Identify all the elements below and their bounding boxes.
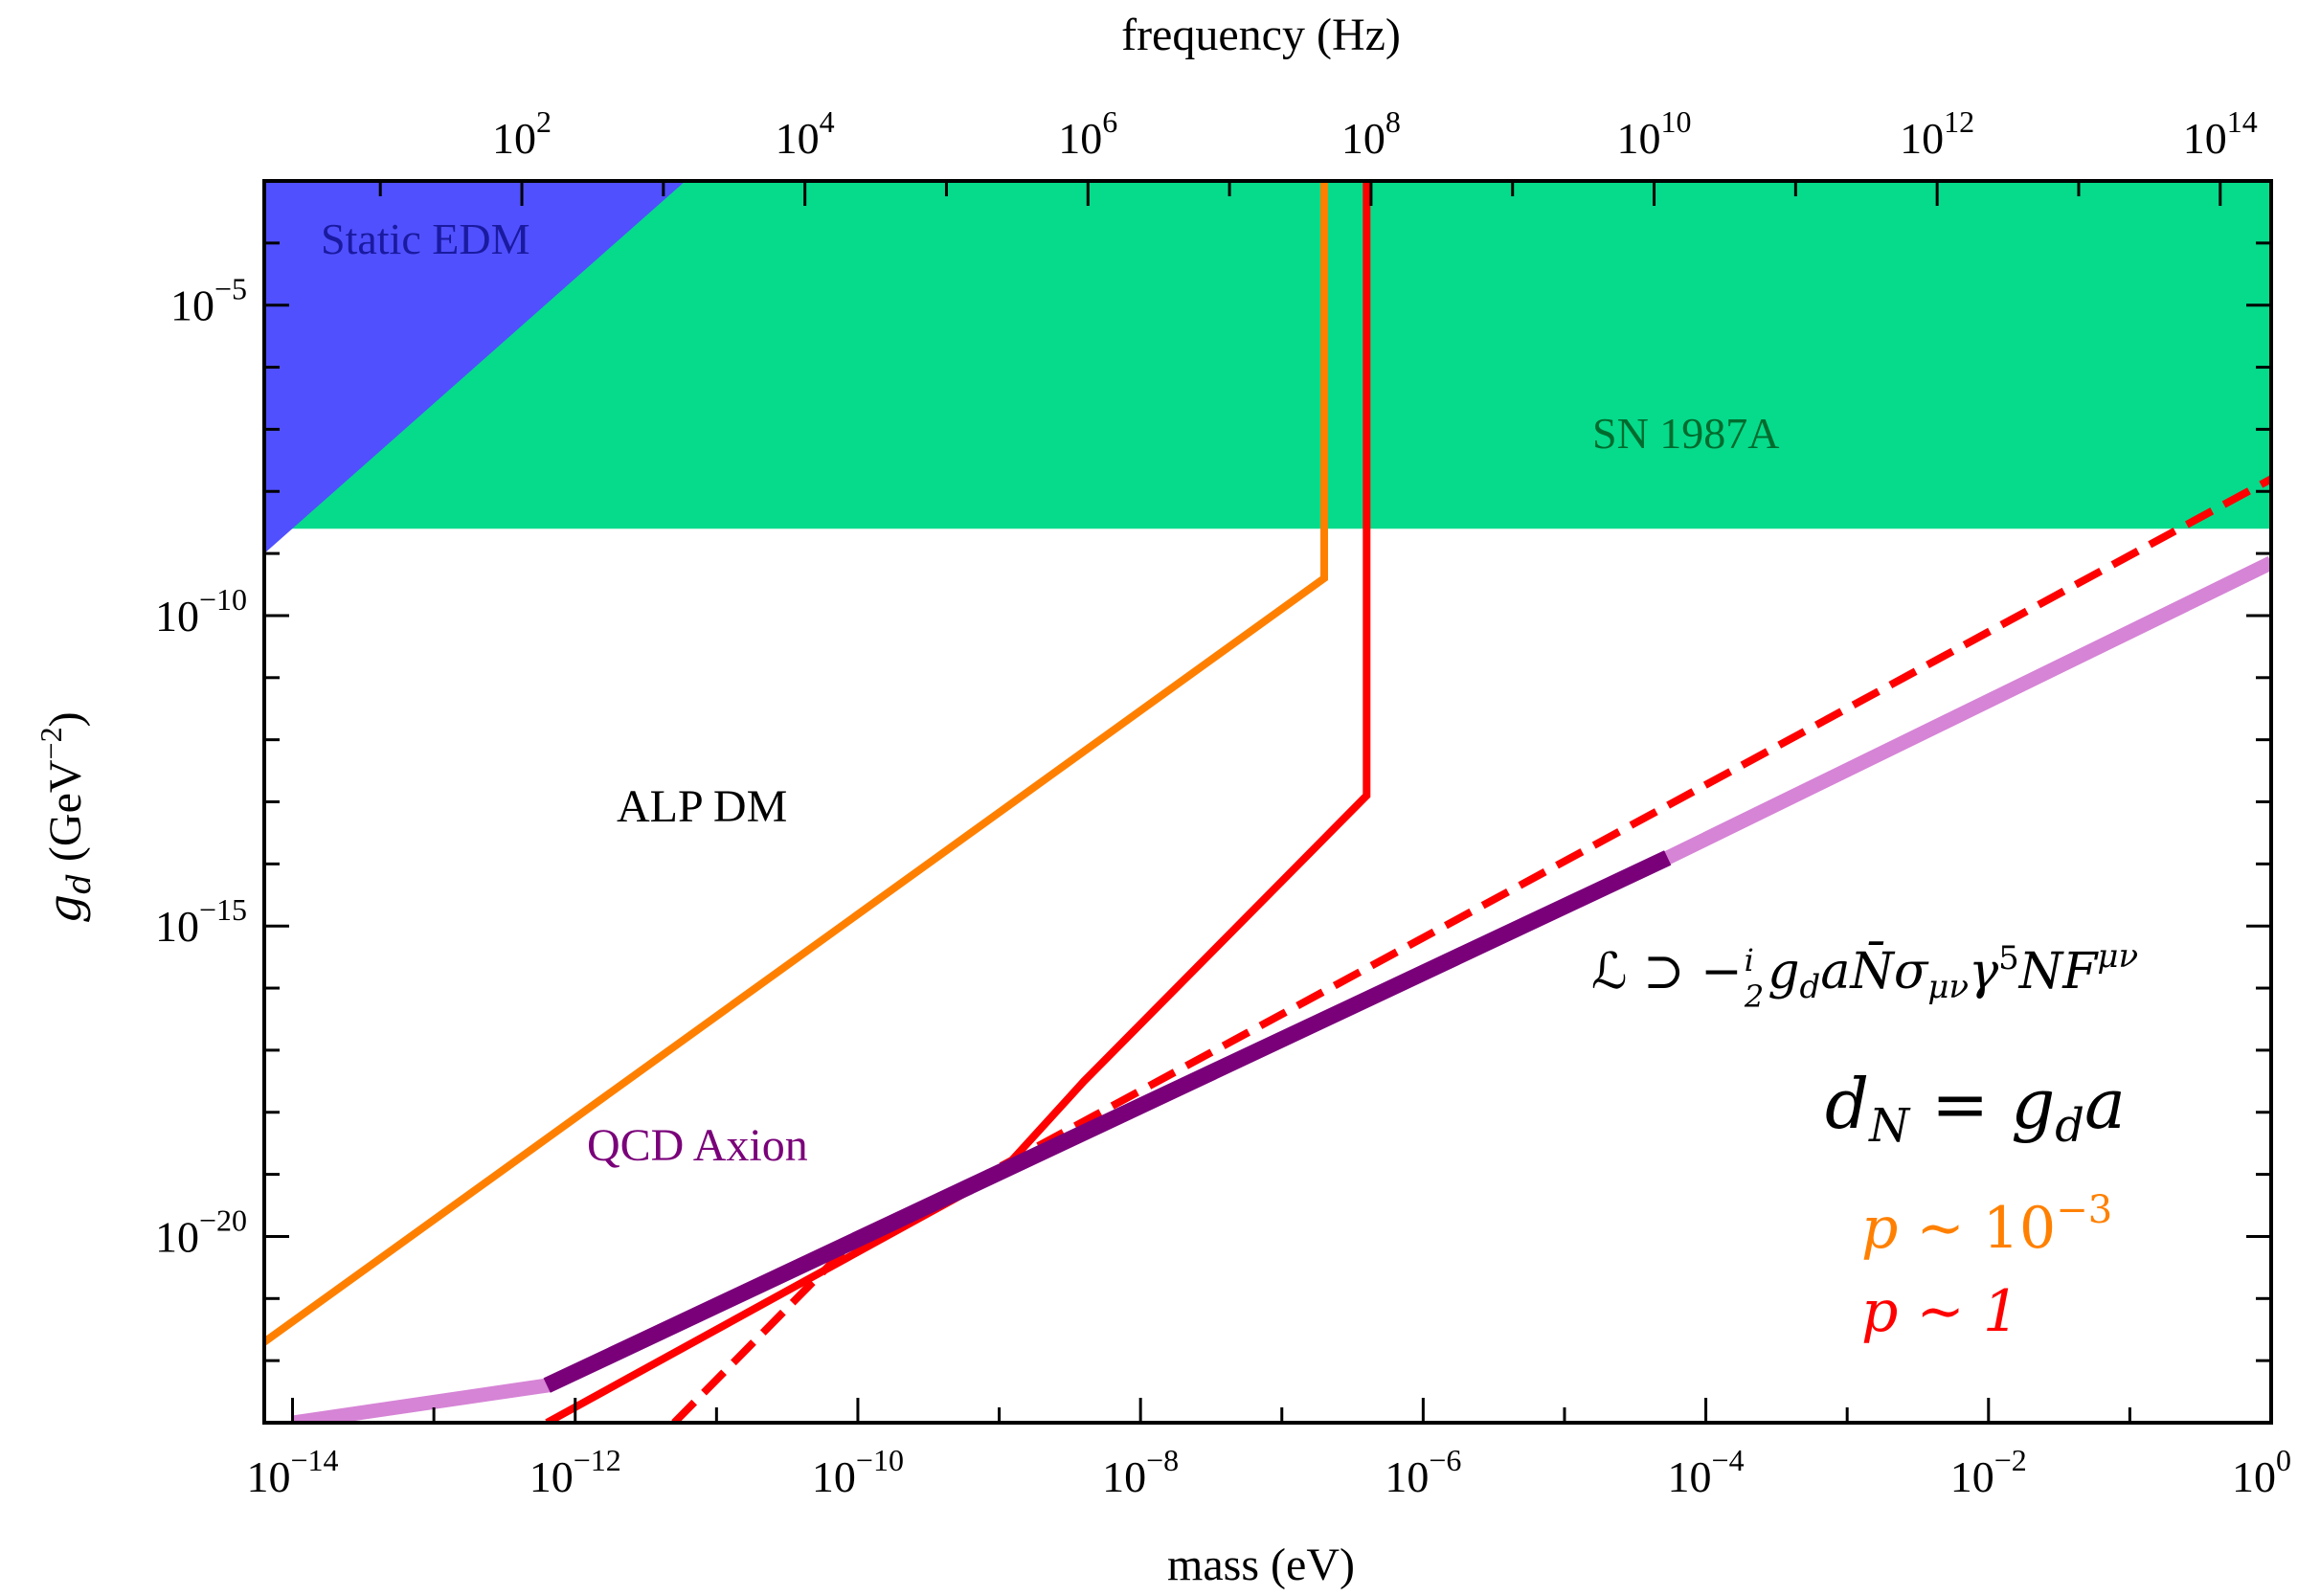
tick-labels: 10−14 10−12 10−10 10−8 10−6 10−4 10−2 100 10−5 10… bbox=[155, 104, 2291, 1501]
static-edm-label: Static EDM bbox=[321, 214, 529, 263]
y-tick-label: 10−5 bbox=[170, 272, 247, 330]
p-red-label: p ∼ 1 bbox=[1861, 1278, 2019, 1345]
top-axis-label: frequency (Hz) bbox=[1121, 10, 1401, 60]
series-red-solid-line bbox=[545, 181, 1371, 1423]
x-axis-label: mass (eV) bbox=[1167, 1540, 1355, 1590]
x-tick-label: 10−10 bbox=[812, 1443, 904, 1501]
x-tick-label: 10−12 bbox=[529, 1443, 621, 1501]
p-orange-label: p ∼ 10−3 bbox=[1861, 1188, 2112, 1262]
tick-marks bbox=[264, 181, 2273, 1423]
top-tick-label: 104 bbox=[776, 104, 835, 163]
lagrangian-label: ℒ ⊃ −i 2gdaN̄σμνγ5NFμν bbox=[1591, 937, 2138, 1015]
series-orange-line bbox=[264, 181, 1328, 1345]
y-tick-label: 10−15 bbox=[155, 892, 247, 951]
x-tick-label: 10−6 bbox=[1385, 1443, 1461, 1501]
series-lines bbox=[264, 181, 2271, 1423]
top-tick-label: 108 bbox=[1341, 104, 1401, 163]
shaded-regions bbox=[264, 181, 2271, 554]
x-tick-label: 10−14 bbox=[246, 1443, 338, 1501]
x-tick-label: 10−4 bbox=[1668, 1443, 1745, 1501]
x-tick-label: 10−8 bbox=[1102, 1443, 1179, 1501]
y-tick-label: 10−10 bbox=[155, 582, 247, 641]
alp-dm-label: ALP DM bbox=[617, 781, 787, 832]
svg-text:gd (GeV−2): gd (GeV−2) bbox=[34, 711, 99, 923]
top-tick-label: 1014 bbox=[2183, 104, 2258, 163]
region-sn1987a bbox=[264, 181, 2271, 529]
y-tick-label: 10−20 bbox=[155, 1203, 247, 1261]
top-tick-label: 1010 bbox=[1617, 104, 1692, 163]
qcd-axion-label: QCD Axion bbox=[587, 1120, 808, 1171]
series-qcd-axion-dark-band bbox=[543, 850, 1672, 1393]
y-axis-label: gd (GeV−2) bbox=[34, 711, 99, 923]
dn-equation: dN = gda bbox=[1825, 1064, 2126, 1153]
top-tick-label: 1012 bbox=[1900, 104, 1974, 163]
x-tick-label: 100 bbox=[2232, 1443, 2291, 1501]
sn1987a-label: SN 1987A bbox=[1592, 409, 1780, 458]
top-tick-label: 102 bbox=[492, 104, 552, 163]
x-tick-label: 10−2 bbox=[1950, 1443, 2027, 1501]
top-tick-label: 106 bbox=[1058, 104, 1117, 163]
region-static-edm bbox=[264, 181, 686, 554]
